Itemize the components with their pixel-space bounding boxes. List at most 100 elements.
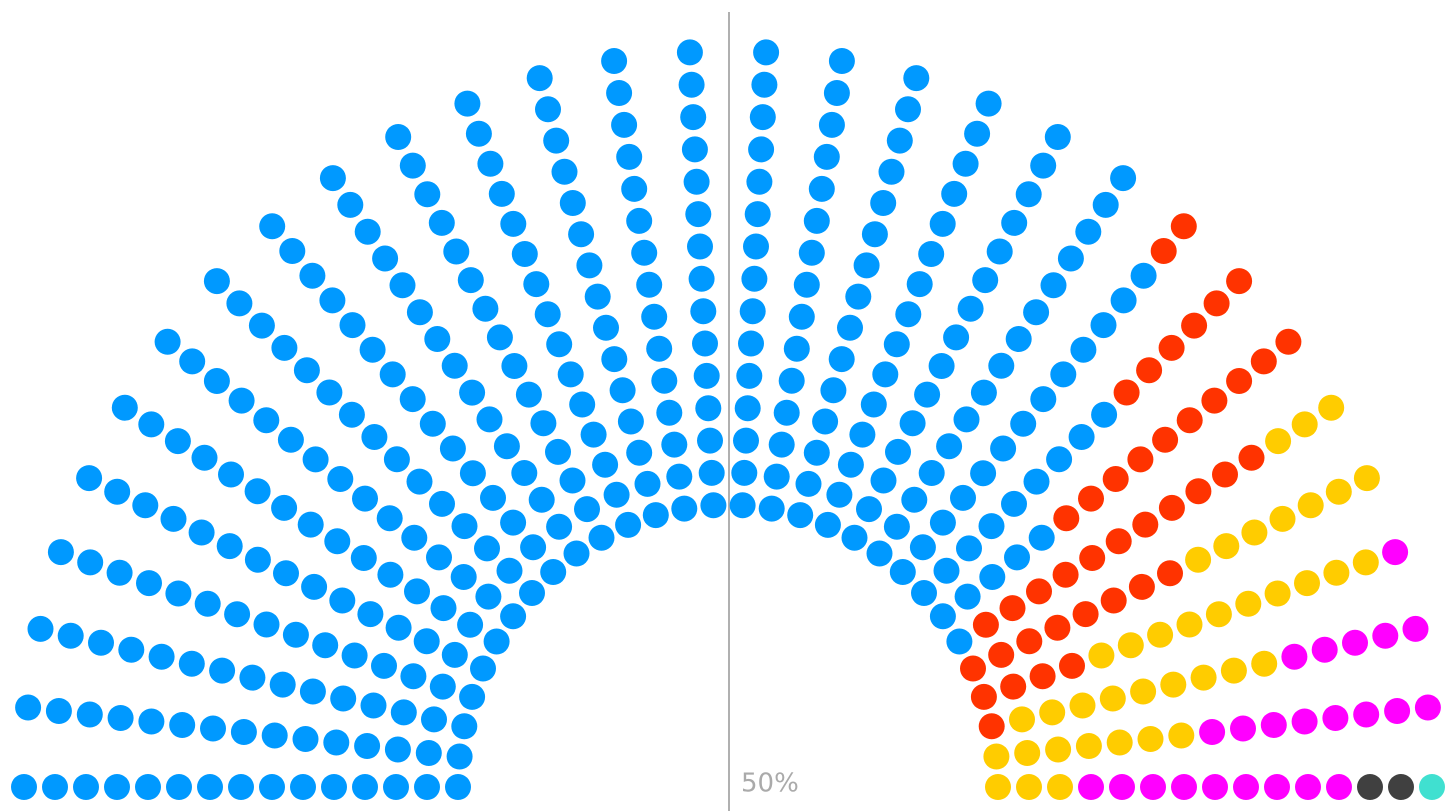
seat <box>493 433 520 460</box>
seat <box>389 272 416 299</box>
seat <box>731 459 758 486</box>
seat <box>414 181 441 208</box>
seat <box>148 643 175 670</box>
seat <box>749 104 776 131</box>
seat <box>1023 299 1050 326</box>
seat <box>488 180 515 207</box>
seat <box>1419 774 1445 800</box>
seat <box>136 570 162 597</box>
seat <box>972 611 999 638</box>
seat <box>1382 539 1409 566</box>
seat <box>1079 545 1106 571</box>
seat <box>413 628 440 655</box>
seat <box>909 534 936 561</box>
seat <box>1015 181 1042 208</box>
seat <box>1026 578 1052 605</box>
seat <box>685 201 712 228</box>
seat <box>615 511 642 538</box>
seat <box>11 774 37 800</box>
seat <box>933 557 960 584</box>
seat <box>872 361 899 388</box>
seat <box>1384 698 1411 724</box>
seat <box>609 377 636 404</box>
seat <box>1185 546 1212 573</box>
seat <box>200 715 226 742</box>
seat <box>1342 629 1368 656</box>
seat <box>729 492 756 519</box>
seat <box>841 524 868 551</box>
seat <box>1251 650 1278 677</box>
seat <box>1102 466 1129 492</box>
seat <box>1176 611 1203 638</box>
seat <box>975 90 1002 117</box>
seat <box>76 465 103 492</box>
seat <box>1199 719 1226 745</box>
seat <box>818 111 845 138</box>
seat <box>350 545 377 571</box>
seat <box>1028 524 1055 551</box>
seat <box>601 48 628 74</box>
seat <box>1136 357 1163 384</box>
seat <box>1128 573 1155 600</box>
seat <box>1230 715 1256 742</box>
seat <box>429 673 456 700</box>
seat <box>545 438 571 465</box>
seat <box>216 533 243 560</box>
seat <box>319 287 346 314</box>
seat <box>474 535 500 562</box>
seat <box>323 729 350 756</box>
seat <box>837 451 864 478</box>
seat <box>327 466 354 492</box>
seat <box>443 238 470 265</box>
seat <box>849 421 876 448</box>
seat <box>883 513 910 540</box>
seat <box>1068 424 1095 450</box>
seat <box>361 424 388 450</box>
seat <box>441 352 468 379</box>
seat <box>459 683 486 710</box>
seat <box>383 446 410 473</box>
seat <box>812 408 839 435</box>
seat <box>580 421 607 448</box>
seat <box>1137 726 1164 752</box>
seat <box>903 65 930 92</box>
seat <box>787 502 814 529</box>
seat <box>230 719 257 745</box>
seat <box>557 361 584 388</box>
seat <box>111 394 138 421</box>
seat <box>209 657 236 684</box>
seat <box>1275 328 1302 355</box>
seat <box>406 468 433 495</box>
seat <box>496 557 523 584</box>
seat <box>543 127 570 154</box>
seat <box>866 540 893 567</box>
seat <box>520 534 547 561</box>
seat <box>191 444 218 471</box>
seat <box>687 233 713 260</box>
seat <box>641 303 668 330</box>
seat <box>964 120 991 147</box>
seat <box>1311 636 1338 663</box>
seat <box>337 191 364 218</box>
seat <box>1326 774 1352 800</box>
seat <box>970 683 997 710</box>
seat <box>160 505 187 532</box>
seat <box>194 590 221 617</box>
seat <box>1250 348 1277 375</box>
seat <box>451 713 478 740</box>
seat <box>676 39 703 66</box>
seat <box>788 303 815 330</box>
seat <box>1029 663 1056 690</box>
seat <box>1046 446 1073 473</box>
seat <box>978 513 1005 540</box>
seat <box>744 201 771 228</box>
seat <box>1297 492 1324 519</box>
seat <box>956 535 982 562</box>
seat <box>1318 394 1345 421</box>
seat <box>734 395 761 422</box>
seat <box>808 175 835 202</box>
seat <box>795 470 822 497</box>
seat <box>73 774 99 800</box>
seat <box>259 213 286 240</box>
